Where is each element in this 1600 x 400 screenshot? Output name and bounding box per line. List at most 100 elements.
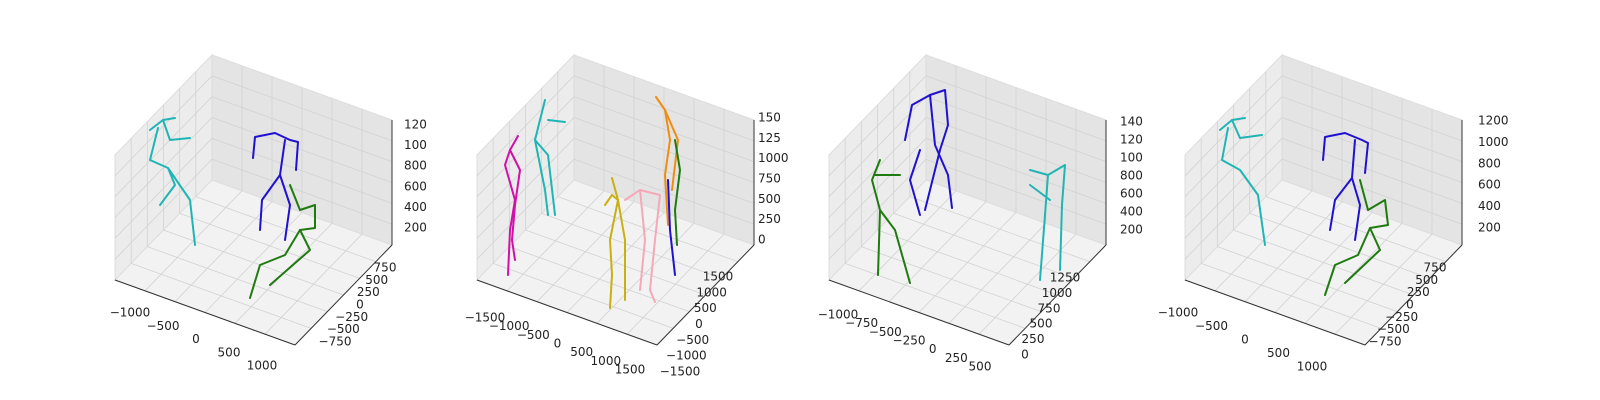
- y-tick-label: 0: [1406, 298, 1414, 312]
- skeleton-limb: [159, 167, 176, 206]
- skeletons: [149, 89, 1389, 309]
- y-tick-label: 1250: [1050, 271, 1081, 285]
- z-tick-label: 800: [404, 159, 427, 173]
- x-tick-label: −1000: [489, 319, 530, 333]
- x-tick-label: 500: [570, 345, 593, 359]
- y-tick-label: −250: [335, 310, 368, 324]
- y-tick-label: 750: [1424, 261, 1447, 275]
- y-tick-label: −500: [1377, 322, 1410, 336]
- y-axis: [294, 244, 393, 346]
- y-tick-label: −750: [319, 335, 352, 349]
- x-tick-label: −500: [1195, 319, 1228, 333]
- z-tick-label: 400: [1478, 199, 1501, 213]
- z-tick-label: 1000: [758, 151, 789, 165]
- z-tick-label: 800: [1478, 156, 1501, 170]
- x-tick-label: 500: [969, 360, 992, 374]
- skeleton-limb: [162, 119, 191, 141]
- z-tick-label: 600: [1478, 178, 1501, 192]
- y-tick-label: 250: [357, 285, 380, 299]
- z-tick-label: 150: [758, 111, 781, 125]
- z-tick-label: 100: [1120, 151, 1143, 165]
- y-tick-label: −750: [1369, 335, 1402, 349]
- skeleton-limb: [1039, 174, 1049, 281]
- y-axis: [656, 244, 755, 346]
- x-tick-label: −1500: [465, 311, 506, 325]
- skeleton-limb: [667, 179, 676, 276]
- z-tick-label: 200: [1478, 221, 1501, 235]
- skeleton-limb: [252, 132, 299, 171]
- skeleton-limb: [639, 189, 646, 291]
- skeleton-limb: [279, 174, 291, 241]
- x-axis: [828, 279, 1010, 346]
- z-tick-label: 400: [1120, 205, 1143, 219]
- z-tick-label: 600: [1120, 187, 1143, 201]
- y-tick-label: 1500: [703, 270, 734, 284]
- z-tick-label: 0: [758, 233, 766, 247]
- skeleton-limb: [547, 119, 566, 123]
- skeleton-limb: [904, 89, 949, 211]
- z-tick-label: 120: [404, 118, 427, 132]
- grid-line: [114, 75, 393, 177]
- z-tick-label: 1000: [1478, 135, 1509, 149]
- skeleton-limb: [1231, 119, 1263, 139]
- skeleton-limb: [1322, 132, 1369, 174]
- skeleton-limb: [249, 184, 316, 299]
- x-tick-label: −1000: [818, 308, 859, 322]
- y-tick-label: 750: [1038, 301, 1061, 315]
- skeleton-limb: [879, 209, 911, 284]
- grid-line: [557, 196, 738, 263]
- y-tick-label: 250: [1022, 332, 1045, 346]
- z-tick-label: 125: [758, 131, 781, 145]
- y-tick-label: −500: [676, 333, 709, 347]
- skeleton-limb: [1221, 127, 1266, 246]
- x-tick-label: 1500: [615, 363, 646, 377]
- skeleton-limb: [611, 177, 626, 301]
- y-axis: [1008, 244, 1107, 346]
- x-tick-label: −1000: [1158, 306, 1199, 320]
- skeleton-limb: [1324, 179, 1389, 296]
- skeleton-limb: [674, 139, 681, 246]
- skeleton-limb: [624, 189, 661, 303]
- skeleton-limb: [1351, 177, 1361, 241]
- skeleton-limb: [259, 139, 286, 231]
- y-tick-label: 500: [1415, 273, 1438, 287]
- z-tick-label: 120: [1120, 133, 1143, 147]
- z-tick-label: 140: [1120, 115, 1143, 129]
- x-tick-label: 0: [929, 342, 937, 356]
- y-tick-label: 500: [1030, 317, 1053, 331]
- x-tick-label: −1000: [110, 306, 151, 320]
- x-tick-label: 500: [218, 345, 241, 359]
- x-tick-label: −500: [147, 319, 180, 333]
- x-tick-label: 250: [945, 351, 968, 365]
- grid-line: [828, 75, 1107, 177]
- skeleton-limb: [871, 159, 881, 276]
- y-tick-label: −1000: [666, 349, 707, 363]
- z-tick-label: 250: [758, 212, 781, 226]
- y-tick-label: 1000: [1042, 286, 1073, 300]
- skeleton-limb: [534, 139, 549, 216]
- z-tick-label: 500: [758, 192, 781, 206]
- skeleton-limb: [655, 96, 671, 226]
- y-tick-label: 0: [356, 298, 364, 312]
- z-tick-label: 1200: [1478, 114, 1509, 128]
- x-tick-label: 1000: [591, 354, 622, 368]
- z-tick-label: 800: [1120, 169, 1143, 183]
- z-tick-label: 200: [1120, 223, 1143, 237]
- skeleton-limb: [1029, 184, 1051, 201]
- y-axis: [1364, 244, 1463, 346]
- y-tick-label: 750: [374, 261, 397, 275]
- y-tick-label: 0: [695, 317, 703, 331]
- x-tick-label: −750: [845, 316, 878, 330]
- y-tick-label: 500: [365, 273, 388, 287]
- x-tick-label: 0: [554, 337, 562, 351]
- x-tick-label: 1000: [247, 359, 278, 373]
- x-tick-label: 0: [192, 332, 200, 346]
- skeleton-limb: [1329, 139, 1356, 231]
- y-tick-label: 500: [694, 301, 717, 315]
- x-tick-label: 500: [1267, 346, 1290, 360]
- skeleton-limb: [909, 149, 921, 216]
- grid-line: [114, 96, 393, 197]
- x-tick-label: −250: [893, 334, 926, 348]
- skeleton-limb: [604, 194, 619, 309]
